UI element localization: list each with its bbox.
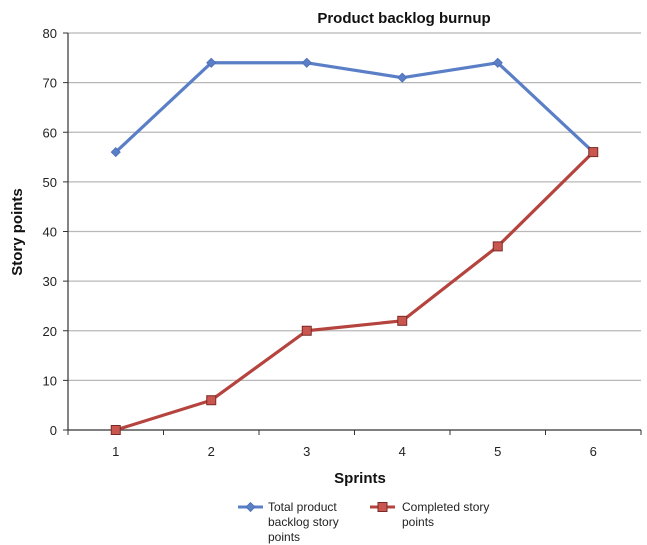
series-layer bbox=[110, 57, 599, 435]
y-tick-label: 50 bbox=[43, 175, 57, 190]
data-point bbox=[492, 241, 503, 252]
legend-label: points bbox=[402, 515, 434, 529]
axes bbox=[63, 32, 642, 435]
x-axis-title: Sprints bbox=[334, 470, 386, 487]
data-point bbox=[397, 72, 408, 83]
data-point bbox=[206, 57, 217, 68]
y-tick-labels: 0 10 20 30 40 50 60 70 80 bbox=[43, 26, 57, 438]
chart-title: Product backlog burnup bbox=[317, 10, 490, 27]
data-point bbox=[110, 425, 121, 435]
data-point bbox=[397, 315, 408, 326]
x-tick-label: 6 bbox=[590, 444, 597, 459]
data-point bbox=[206, 395, 217, 406]
legend-label: Total product bbox=[268, 500, 337, 514]
x-tick-label: 1 bbox=[112, 444, 119, 459]
data-point bbox=[301, 57, 312, 68]
y-tick-label: 80 bbox=[43, 26, 57, 41]
series-line bbox=[115, 150, 595, 432]
data-point bbox=[110, 147, 121, 158]
data-point bbox=[492, 57, 503, 68]
x-tick-labels: 1 2 3 4 5 6 bbox=[112, 444, 597, 459]
legend-label: points bbox=[268, 530, 300, 544]
y-tick-label: 30 bbox=[43, 274, 57, 289]
legend-label: Completed story bbox=[402, 500, 489, 514]
x-tick-label: 2 bbox=[208, 444, 215, 459]
y-tick-label: 20 bbox=[43, 324, 57, 339]
y-axis-title: Story points bbox=[9, 188, 26, 276]
y-tick-label: 60 bbox=[43, 125, 57, 140]
x-tick-label: 3 bbox=[303, 444, 310, 459]
y-tick-label: 70 bbox=[43, 76, 57, 91]
y-tick-label: 10 bbox=[43, 373, 57, 388]
legend-label: backlog story bbox=[268, 515, 339, 529]
y-tick-label: 0 bbox=[50, 423, 57, 438]
legend-swatch-marker bbox=[377, 502, 388, 512]
x-tick-label: 4 bbox=[399, 444, 406, 459]
series-line bbox=[114, 61, 595, 154]
x-tick-label: 5 bbox=[494, 444, 501, 459]
legend-swatch-marker bbox=[245, 501, 256, 513]
y-tick-label: 40 bbox=[43, 225, 57, 240]
gridlines bbox=[68, 32, 641, 381]
series-2 bbox=[110, 147, 599, 435]
data-point bbox=[301, 325, 312, 336]
data-point bbox=[588, 147, 599, 158]
